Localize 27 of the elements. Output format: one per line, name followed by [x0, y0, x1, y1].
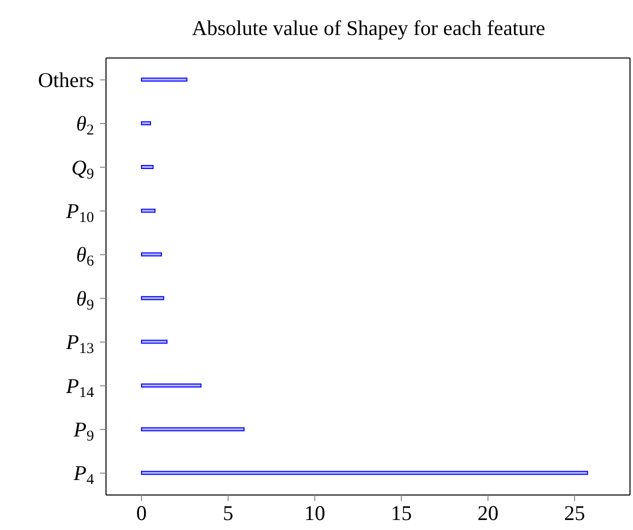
bar [141, 252, 162, 256]
x-tick-label: 25 [564, 500, 586, 525]
y-tick-label: P$_{14}$ [65, 374, 94, 400]
bar [141, 470, 588, 475]
x-tick-label: 10 [304, 500, 326, 525]
x-tick-label: 15 [390, 500, 412, 525]
y-tick-label: θ$_{6}$ [76, 242, 94, 270]
y-tick-label: θ$_{2}$ [76, 112, 94, 138]
bar [141, 121, 152, 126]
bar [141, 296, 164, 300]
y-tick-label: θ$_{9}$ [76, 286, 94, 314]
y-tick-label: P$_{4}$ [72, 461, 94, 488]
y-tick-label: Q$_{9}$ [71, 155, 94, 182]
chart-title: Absolute value of Shapey for each feature [190, 15, 546, 42]
y-tick-label: P$_{10}$ [65, 198, 94, 226]
x-tick-label: 0 [136, 500, 147, 525]
bar [141, 165, 154, 169]
bar [141, 427, 245, 432]
bar [141, 340, 168, 344]
y-tick-label: Others [38, 68, 94, 92]
bar [141, 384, 202, 388]
bar [141, 78, 188, 82]
bar [141, 208, 156, 213]
x-tick-label: 20 [477, 500, 498, 525]
y-tick-label: P$_{13}$ [65, 330, 94, 357]
x-tick-label: 5 [222, 500, 234, 525]
y-tick-label: P$_{9}$ [72, 417, 94, 444]
